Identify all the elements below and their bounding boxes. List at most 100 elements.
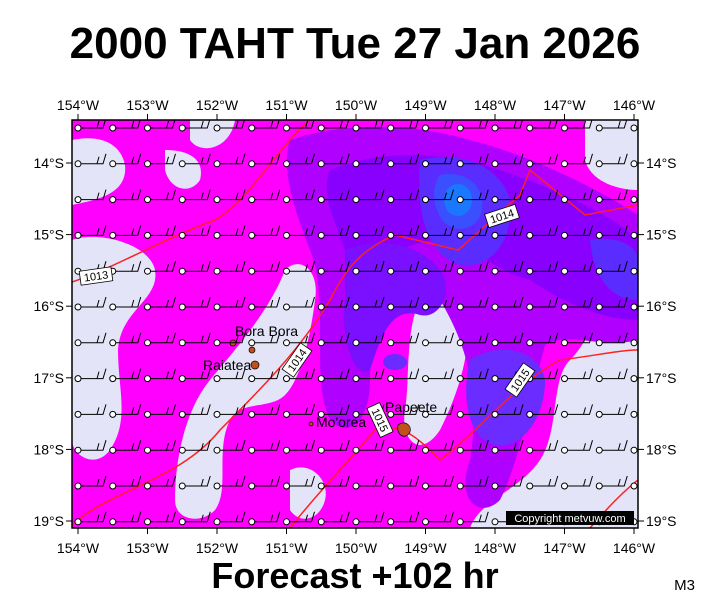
barb-station [422, 410, 429, 418]
wind-barb [359, 120, 384, 129]
wind-barb [324, 404, 350, 415]
barb-station [109, 410, 117, 418]
wind-barb [637, 127, 638, 129]
wind-barb [393, 225, 420, 236]
barb-station [283, 231, 290, 239]
barb-station [491, 518, 499, 526]
wind-barb [150, 332, 176, 344]
latitude-label: 19°S [646, 513, 677, 529]
barb-station [456, 339, 464, 347]
wind-barb [602, 261, 628, 272]
barb-station [352, 231, 360, 239]
barb-station [74, 446, 82, 454]
barb-station [595, 160, 603, 168]
barb-station [317, 518, 325, 526]
wind-barb [498, 332, 524, 344]
barb-station [109, 196, 117, 204]
barb-station [491, 410, 499, 418]
wind-barb [254, 511, 281, 523]
wind-barb [393, 332, 420, 344]
wind-barb [324, 153, 350, 165]
longitude-label: 146°W [613, 540, 656, 556]
barb-station [387, 231, 395, 239]
latitude-label: 15°S [33, 227, 64, 243]
barb-station [352, 124, 360, 132]
barb-station [422, 196, 429, 204]
wind-barb [185, 225, 211, 236]
wind-barb [289, 368, 315, 380]
barb-station [283, 267, 290, 275]
barb-station [561, 410, 568, 418]
barb-station [317, 124, 325, 132]
wind-barb [220, 296, 246, 308]
barb-station [109, 446, 117, 454]
wind-barb [428, 225, 454, 236]
barb-station [248, 482, 256, 490]
barb-station [352, 196, 360, 204]
barb-station [630, 231, 638, 239]
barb-station [248, 196, 256, 204]
wind-barb [324, 475, 350, 487]
barb-station [178, 303, 186, 311]
wind-barb [428, 120, 454, 129]
wind-barb [115, 404, 142, 415]
wind-barb [185, 404, 211, 415]
wind-barb [567, 404, 593, 415]
barb-station [144, 231, 151, 239]
barb-station [456, 410, 464, 418]
wind-barb [289, 440, 315, 451]
wind-barb [498, 296, 524, 308]
isobar-label: 1013 [78, 266, 114, 286]
barb-station [491, 231, 499, 239]
wind-barb [428, 475, 454, 487]
wind-barb [185, 261, 211, 272]
barb-station [561, 375, 568, 383]
wind-barb [254, 475, 281, 487]
barb-station [213, 410, 221, 418]
barb-station [74, 303, 82, 311]
wind-barb [150, 511, 176, 523]
wind-barb [150, 475, 176, 487]
barb-station [456, 160, 464, 168]
wind-barb [428, 404, 454, 415]
wind-barb [602, 120, 628, 129]
barb-station [595, 124, 603, 132]
wind-barb [393, 189, 420, 201]
wind-barb [532, 475, 559, 487]
wind-barb [359, 261, 385, 272]
footer-caption: Forecast +102 hr [211, 555, 498, 596]
barb-station [144, 339, 151, 347]
wind-barb [220, 404, 246, 415]
wind-barb [254, 261, 281, 272]
wind-barb [637, 270, 638, 272]
barb-station [317, 267, 325, 275]
barb-station [352, 339, 360, 347]
barb-station [595, 196, 603, 204]
barb-station [74, 518, 82, 526]
wind-barb [254, 368, 281, 380]
barb-station [109, 518, 117, 526]
barb-station [387, 446, 395, 454]
wind-barb [289, 225, 315, 236]
wind-barb [115, 296, 142, 308]
wind-barb [359, 296, 385, 308]
wind-barb [220, 120, 245, 129]
barb-station [213, 267, 221, 275]
barb-station [317, 482, 325, 490]
barb-station [283, 410, 290, 418]
wind-barb [532, 440, 559, 451]
barb-station [387, 339, 395, 347]
wind-barb [463, 261, 489, 272]
place-label: Mo'orea [316, 414, 366, 430]
wind-barb [463, 153, 489, 165]
wind-barb [602, 189, 628, 201]
barb-station [109, 231, 117, 239]
map-frame [71, 119, 639, 529]
wind-barb [289, 332, 315, 344]
barb-station [178, 231, 186, 239]
barb-station [283, 375, 290, 383]
wind-barb [532, 153, 559, 165]
wind-barb [532, 332, 559, 344]
barb-station [456, 518, 464, 526]
wind-barb [81, 475, 107, 487]
